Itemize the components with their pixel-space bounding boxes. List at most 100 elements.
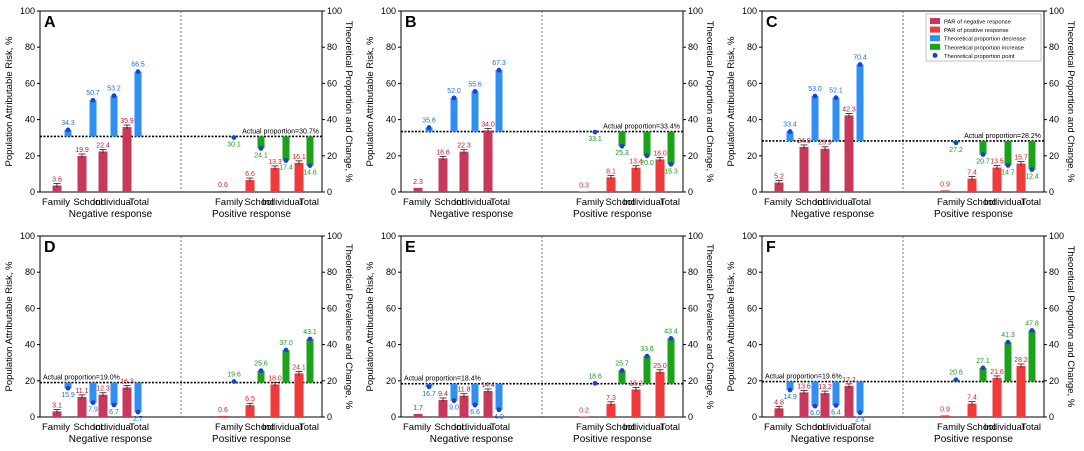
pos-theo-label: 43.4: [664, 328, 678, 335]
neg-theo-bar: [89, 100, 97, 137]
pos-par-bar: [218, 415, 228, 417]
right-tick-label: 0: [1049, 187, 1054, 197]
right-tick-label: 60: [327, 78, 337, 88]
neg-theo-point: [496, 407, 502, 413]
pos-par-bar: [245, 180, 255, 192]
neg-theo-bar: [471, 91, 479, 132]
pos-theo-label: 20.7: [976, 159, 990, 166]
neg-par-label: 34.0: [481, 121, 495, 128]
neg-category-label: Family: [764, 422, 792, 433]
left-tick-label: 80: [386, 42, 396, 52]
pos-par-bar: [655, 159, 665, 192]
right-tick-label: 0: [1049, 412, 1054, 422]
neg-theo-point: [833, 95, 839, 101]
pos-theo-label: 18.6: [588, 373, 602, 380]
neg-category-label: Individual: [815, 197, 855, 208]
pos-category-label: Individual: [623, 197, 663, 208]
pos-category-label: Total: [660, 422, 680, 433]
neg-theo-label: 16.7: [422, 391, 436, 398]
neg-theo-label: 6.6: [470, 409, 480, 416]
pos-group-label: Positive response: [573, 434, 652, 445]
right-tick-label: 80: [1049, 267, 1059, 277]
pos-category-label: Family: [576, 422, 604, 433]
pos-theo-bar: [618, 131, 626, 147]
neg-category-label: School: [73, 197, 102, 208]
pos-par-bar: [579, 191, 589, 192]
legend-item-label: PAR of positive response: [944, 28, 1009, 34]
neg-par-bar: [820, 393, 830, 417]
pos-theo-bar: [667, 338, 675, 384]
pos-par-label: 18.0: [653, 150, 667, 157]
neg-category-label: Individual: [93, 422, 133, 433]
left-axis-label: Population Attributable Risk, %: [365, 36, 376, 166]
neg-theo-point: [111, 93, 117, 99]
pos-theo-point: [644, 353, 650, 359]
pos-theo-point: [1029, 167, 1035, 172]
right-tick-label: 0: [327, 412, 332, 422]
left-tick-label: 0: [391, 187, 396, 197]
pos-category-label: School: [605, 197, 634, 208]
pos-theo-label: 25.7: [615, 360, 629, 367]
pos-theo-bar: [1004, 342, 1012, 382]
pos-category-label: Family: [937, 197, 965, 208]
left-tick-label: 40: [747, 115, 757, 125]
neg-theo-point: [65, 385, 71, 391]
left-tick-label: 100: [381, 6, 396, 16]
neg-category-label: School: [434, 197, 463, 208]
neg-theo-point: [135, 409, 141, 415]
legend-item-label: Theoretical proportion point: [944, 54, 1015, 60]
pos-par-bar: [270, 384, 280, 417]
pos-category-label: Individual: [984, 422, 1024, 433]
pos-theo-bar: [306, 338, 314, 383]
neg-theo-point: [111, 402, 117, 408]
pos-group-label: Positive response: [212, 434, 291, 445]
neg-theo-bar: [832, 381, 840, 406]
neg-par-bar: [459, 151, 469, 192]
neg-theo-bar: [811, 96, 819, 141]
neg-category-label: Total: [490, 197, 510, 208]
neg-par-label: 4.8: [774, 399, 784, 406]
pos-category-label: School: [966, 422, 995, 433]
pos-theo-bar: [282, 350, 290, 383]
neg-theo-label: 4.0: [494, 414, 504, 421]
right-tick-label: 40: [327, 115, 337, 125]
neg-theo-label: 15.9: [61, 392, 75, 399]
neg-par-label: 14.4: [481, 382, 495, 389]
panel-letter: F: [766, 239, 776, 256]
left-tick-label: 20: [747, 376, 757, 386]
pos-par-bar: [631, 167, 641, 192]
neg-theo-point: [426, 384, 432, 390]
pos-par-label: 15.7: [1014, 155, 1028, 162]
neg-par-label: 12.3: [96, 386, 110, 393]
left-tick-label: 60: [25, 78, 35, 88]
right-tick-label: 100: [327, 231, 342, 241]
pos-category-label: Individual: [262, 422, 302, 433]
pos-par-bar: [940, 415, 950, 417]
right-tick-label: 20: [327, 151, 337, 161]
pos-par-label: 0.2: [579, 408, 589, 415]
right-tick-label: 60: [688, 78, 698, 88]
neg-theo-point: [833, 403, 839, 408]
neg-theo-label: 53.0: [808, 86, 822, 93]
pos-theo-bar: [618, 370, 626, 384]
pos-par-label: 18.0: [268, 375, 282, 382]
neg-par-label: 23.9: [818, 140, 832, 147]
pos-theo-label: 19.6: [227, 372, 241, 379]
neg-theo-point: [451, 398, 457, 404]
left-tick-label: 80: [386, 267, 396, 277]
pos-par-label: 15.2: [629, 380, 643, 387]
pos-par-bar: [270, 167, 280, 192]
neg-par-bar: [483, 390, 493, 417]
legend: PAR of negative response PAR of positive …: [925, 13, 1042, 62]
pos-group-label: Positive response: [212, 209, 291, 220]
panel-letter: E: [405, 239, 416, 256]
neg-category-label: School: [795, 422, 824, 433]
neg-par-label: 22.4: [96, 142, 110, 149]
pos-category-label: School: [966, 197, 995, 208]
neg-theo-bar: [856, 381, 864, 413]
neg-theo-point: [426, 125, 432, 130]
neg-par-label: 17.2: [842, 377, 856, 384]
neg-par-label: 11.1: [75, 388, 88, 395]
neg-theo-label: 7.9: [88, 407, 98, 414]
neg-par-label: 24.9: [797, 138, 811, 145]
